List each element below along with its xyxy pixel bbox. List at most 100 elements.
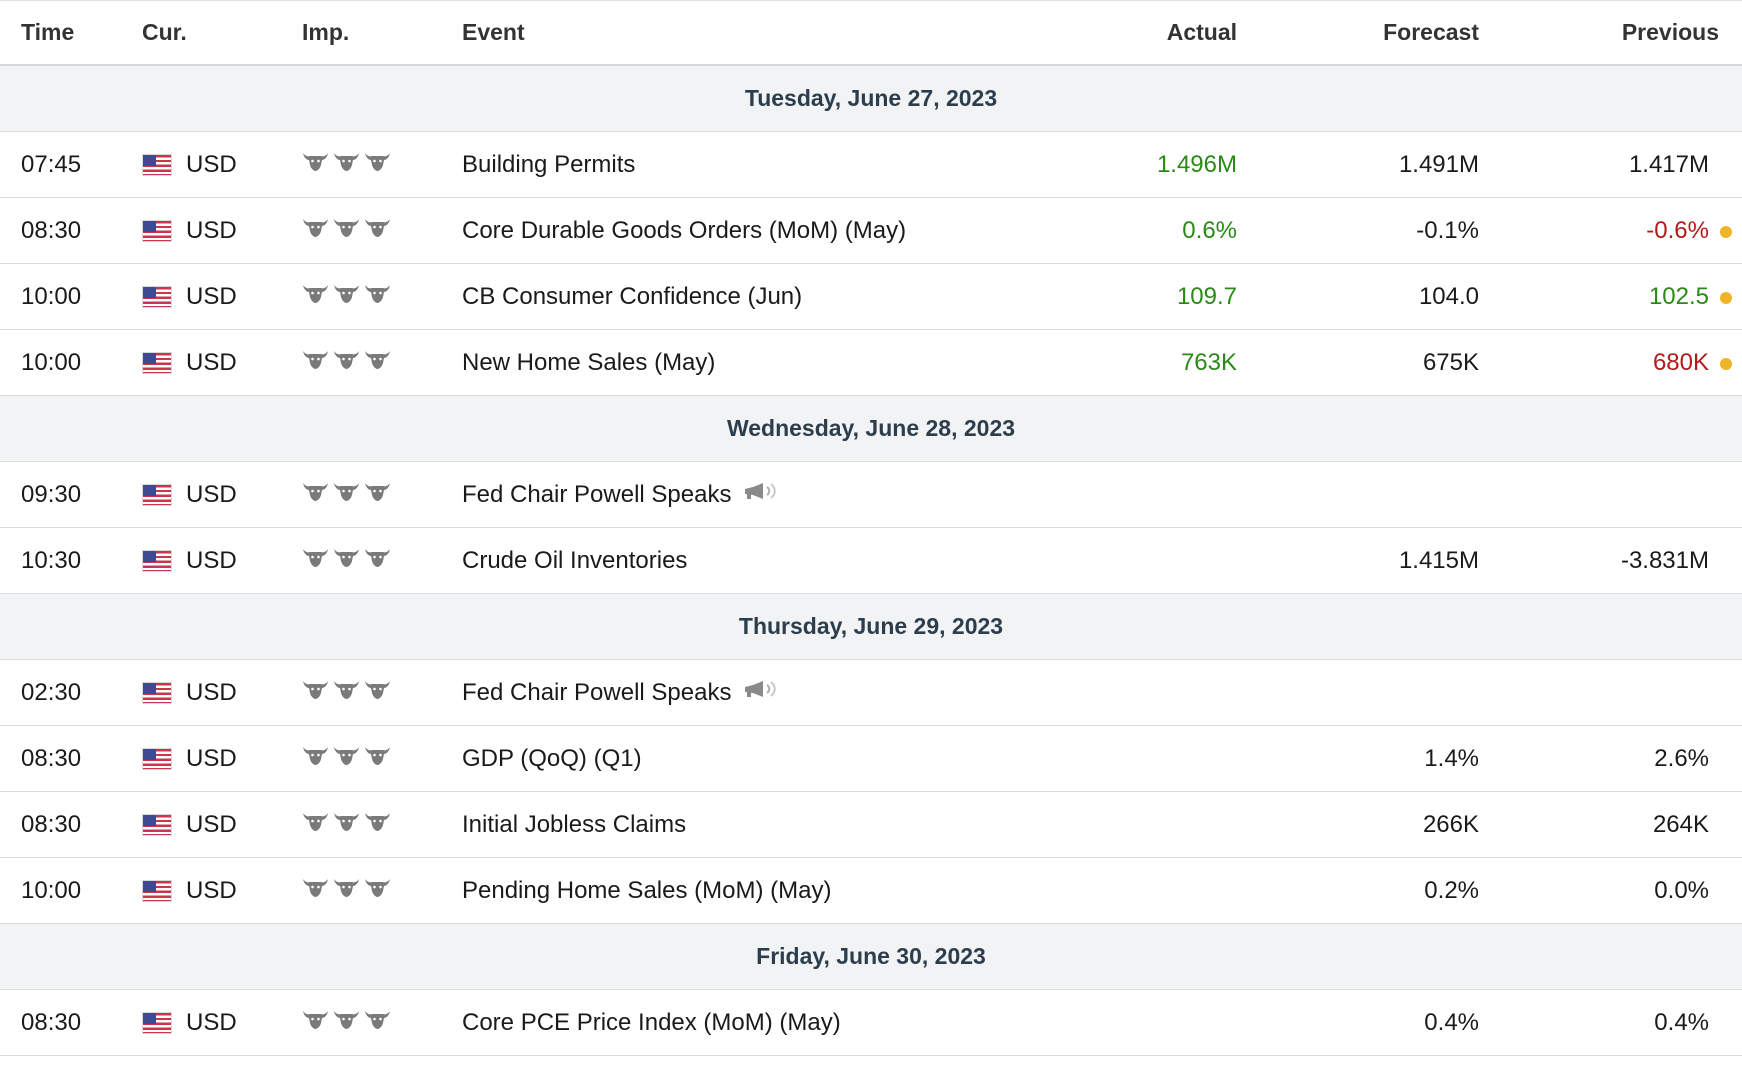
currency-code: USD (186, 1008, 237, 1036)
bull-icon (333, 1008, 360, 1037)
currency-cell: USD (142, 349, 237, 377)
currency-cell: USD (142, 745, 237, 773)
event-time: 02:30 (21, 678, 82, 706)
event-name-cell[interactable]: Initial Jobless Claims (462, 811, 686, 839)
table-row[interactable]: 08:30 USD Core PCE Price Index (MoM) (May)… (0, 990, 1742, 1056)
table-row[interactable]: 10:00 USD CB Consumer Confidence (Jun) 109.… (0, 264, 1742, 330)
table-row[interactable]: 08:30 USD GDP (QoQ) (Q1) 1.4% 2.6% (0, 726, 1742, 792)
table-row[interactable]: 10:00 USD Pending Home Sales (MoM) (May) 0.… (0, 858, 1742, 924)
importance-rating (302, 744, 391, 773)
currency-code: USD (186, 150, 237, 178)
importance-rating (302, 348, 391, 377)
us-flag-icon (142, 1011, 172, 1034)
revised-dot-icon[interactable] (1720, 291, 1732, 304)
bull-icon (302, 876, 329, 905)
bull-icon (302, 1008, 329, 1037)
previous-value: 680K (1652, 348, 1732, 377)
event-name-cell[interactable]: New Home Sales (May) (462, 349, 715, 377)
event-name[interactable]: Pending Home Sales (MoM) (May) (462, 876, 832, 904)
table-row[interactable]: 07:45 USD Building Permits 1.496M 1.491M 1.41… (0, 132, 1742, 198)
event-time: 08:30 (21, 744, 82, 772)
forecast-value: 266K (1422, 810, 1479, 838)
currency-code: USD (186, 546, 237, 574)
table-row[interactable]: 08:30 USD Core Durable Goods Orders (MoM) … (0, 198, 1742, 264)
importance-rating (302, 150, 391, 179)
header-currency[interactable]: Cur. (142, 19, 187, 45)
bull-icon (302, 480, 329, 509)
event-name[interactable]: Core Durable Goods Orders (MoM) (May) (462, 216, 907, 244)
header-forecast[interactable]: Forecast (1383, 19, 1479, 45)
table-row[interactable]: 10:30 USD Crude Oil Inventories 1.415M -3.83… (0, 528, 1742, 594)
currency-code: USD (186, 216, 237, 244)
header-time[interactable]: Time (21, 19, 75, 45)
importance-rating (302, 876, 391, 905)
header-actual[interactable]: Actual (1166, 19, 1237, 45)
header-importance[interactable]: Imp. (302, 19, 350, 45)
table-row[interactable]: 09:30 USD Fed Chair Powell Speaks (0, 462, 1742, 528)
bull-icon (364, 216, 391, 245)
forecast-value: 675K (1422, 348, 1479, 376)
day-label: Wednesday, June 28, 2023 (726, 415, 1016, 441)
bull-icon (333, 678, 360, 707)
previous-value: 264K (1653, 811, 1709, 839)
event-name-cell[interactable]: GDP (QoQ) (Q1) (462, 745, 642, 773)
event-name-cell[interactable]: CB Consumer Confidence (Jun) (462, 283, 802, 311)
previous-value-text: 0.4% (1654, 1008, 1709, 1036)
bull-icon (333, 876, 360, 905)
currency-cell: USD (142, 1009, 237, 1037)
currency-code: USD (186, 282, 237, 310)
event-name-cell[interactable]: Core Durable Goods Orders (MoM) (May) (462, 217, 906, 245)
bull-icon (302, 678, 329, 707)
bull-icon (302, 546, 329, 575)
event-name-cell[interactable]: Fed Chair Powell Speaks (462, 678, 781, 707)
event-name[interactable]: Fed Chair Powell Speaks (462, 678, 732, 706)
previous-value-text: -0.6% (1646, 216, 1709, 244)
actual-value: 1.496M (1156, 150, 1237, 178)
event-name-cell[interactable]: Fed Chair Powell Speaks (462, 480, 781, 509)
event-name-cell[interactable]: Pending Home Sales (MoM) (May) (462, 877, 831, 905)
header-previous[interactable]: Previous (1621, 19, 1719, 45)
currency-code: USD (186, 480, 237, 508)
bull-icon (333, 216, 360, 245)
event-name[interactable]: CB Consumer Confidence (Jun) (462, 282, 803, 310)
currency-code: USD (186, 810, 237, 838)
table-row[interactable]: 08:30 USD Initial Jobless Claims 266K 264K (0, 792, 1742, 858)
currency-code: USD (186, 678, 237, 706)
previous-value: 102.5 (1649, 283, 1732, 311)
event-time: 10:00 (21, 282, 82, 310)
previous-value-text: 680K (1652, 348, 1709, 376)
table-body: Tuesday, June 27, 2023 07:45 USD Building P… (0, 66, 1742, 1056)
bull-icon (333, 480, 360, 509)
revised-dot-icon[interactable] (1720, 357, 1732, 370)
event-name[interactable]: New Home Sales (May) (462, 348, 716, 376)
event-name-cell[interactable]: Crude Oil Inventories (462, 547, 687, 575)
importance-rating (302, 1008, 391, 1037)
importance-rating (302, 480, 391, 509)
event-name[interactable]: Building Permits (462, 150, 636, 178)
event-name[interactable]: GDP (QoQ) (Q1) (462, 744, 642, 772)
header-event[interactable]: Event (462, 19, 525, 45)
forecast-value: -0.1% (1416, 216, 1479, 244)
currency-cell: USD (142, 877, 237, 905)
day-separator-row: Thursday, June 29, 2023 (0, 594, 1742, 660)
currency-cell: USD (142, 151, 237, 179)
revised-dot-icon[interactable] (1720, 225, 1732, 238)
event-name[interactable]: Crude Oil Inventories (462, 546, 688, 574)
event-name-cell[interactable]: Core PCE Price Index (MoM) (May) (462, 1009, 841, 1037)
table-row[interactable]: 10:00 USD New Home Sales (May) 763K 675K 680K (0, 330, 1742, 396)
bull-icon (302, 810, 329, 839)
us-flag-icon (142, 285, 172, 308)
day-label: Friday, June 30, 2023 (756, 943, 986, 969)
table-row[interactable]: 02:30 USD Fed Chair Powell Speaks (0, 660, 1742, 726)
event-name[interactable]: Fed Chair Powell Speaks (462, 480, 732, 508)
bull-icon (364, 480, 391, 509)
speaker-icon (731, 678, 781, 707)
previous-value-text: 1.417M (1628, 150, 1709, 178)
event-name[interactable]: Initial Jobless Claims (462, 810, 687, 838)
event-time: 10:00 (21, 348, 82, 376)
forecast-value: 1.491M (1398, 150, 1479, 178)
us-flag-icon (142, 351, 172, 374)
event-name-cell[interactable]: Building Permits (462, 151, 635, 179)
currency-cell: USD (142, 217, 237, 245)
event-name[interactable]: Core PCE Price Index (MoM) (May) (462, 1008, 841, 1036)
